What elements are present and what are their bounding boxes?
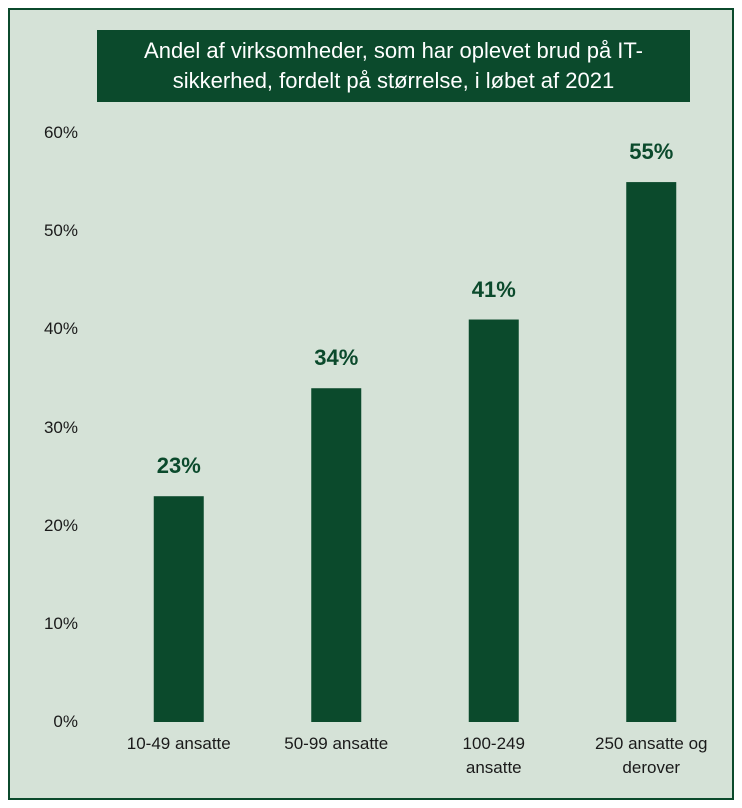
y-tick-label: 0% (53, 712, 78, 731)
x-tick-label: 100-249 ansatte (462, 734, 525, 777)
bar (311, 388, 362, 722)
x-tick-label: 10-49 ansatte (126, 734, 231, 753)
bar (626, 182, 677, 723)
chart-title: Andel af virksomheder, som har oplevet b… (97, 30, 690, 102)
y-tick-label: 10% (43, 613, 78, 633)
value-label: 41% (471, 276, 516, 302)
plot-area (153, 182, 677, 723)
y-tick-label: 40% (43, 319, 78, 339)
value-label: 34% (314, 345, 359, 371)
bar (468, 319, 519, 722)
y-tick-label: 60% (43, 123, 78, 142)
bar (153, 496, 204, 722)
value-label: 23% (156, 453, 201, 479)
value-label: 55% (629, 139, 674, 165)
y-tick-label: 30% (43, 417, 78, 437)
chart: Andel af virksomheder, som har oplevet b… (8, 8, 734, 800)
y-tick-label: 20% (43, 515, 78, 535)
x-tick-label: 50-99 ansatte (284, 734, 389, 753)
x-tick-label: 250 ansatte og derover (595, 734, 708, 777)
y-tick-label: 50% (43, 221, 78, 241)
